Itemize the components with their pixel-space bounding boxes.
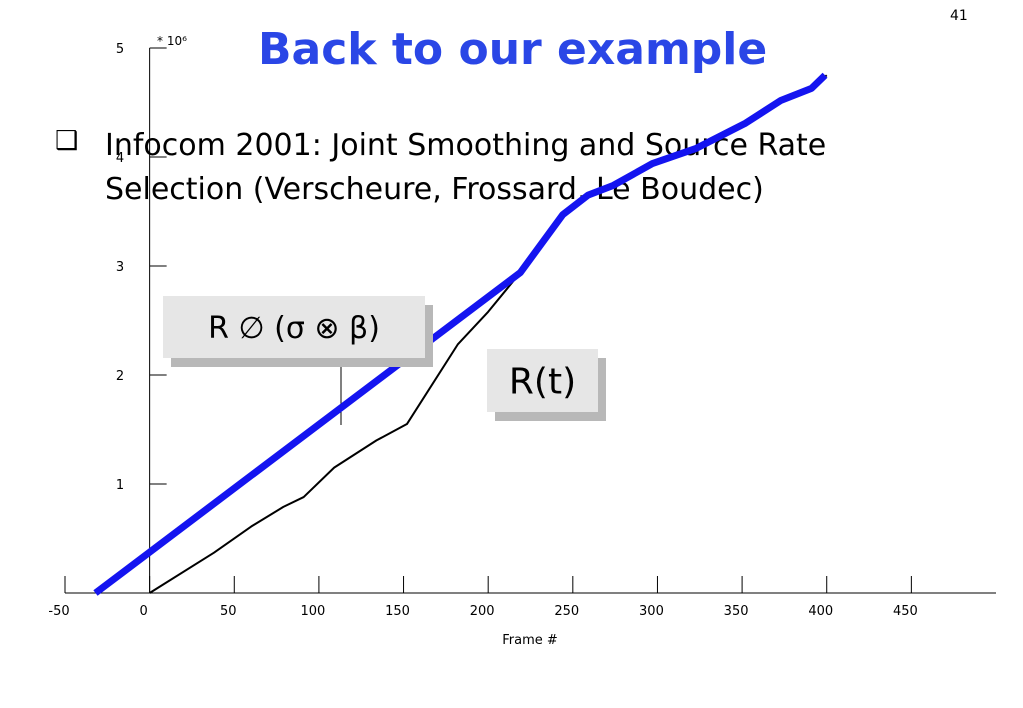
x-tick-label: -50: [48, 604, 69, 619]
slide-number: 41: [950, 8, 968, 24]
x-tick-label: 100: [300, 604, 325, 619]
x-tick-label: 300: [639, 604, 664, 619]
y-tick-label: 3: [116, 260, 124, 275]
x-tick-label: 200: [470, 604, 495, 619]
bullet-line: Selection (Verscheure, Frossard, Le Boud…: [105, 172, 764, 207]
x-tick-label: 250: [554, 604, 579, 619]
y-tick-label: 2: [116, 369, 124, 384]
slide-title: Back to our example: [258, 24, 768, 75]
x-axis-label: Frame #: [502, 633, 558, 648]
label-box: [163, 296, 425, 358]
y-tick-label: 4: [116, 151, 124, 166]
x-tick-label: 0: [139, 604, 147, 619]
y-tick-label: 5: [116, 42, 124, 57]
y-unit: * 10⁶: [157, 34, 187, 48]
x-tick-label: 150: [385, 604, 410, 619]
bullet-marker: ❑: [55, 126, 79, 156]
x-tick-label: 350: [724, 604, 749, 619]
series-label: R ∅ (σ ⊗ β): [208, 311, 380, 346]
x-tick-label: 450: [893, 604, 918, 619]
x-tick-label: 400: [808, 604, 833, 619]
y-tick-label: 1: [116, 478, 124, 493]
x-tick-label: 50: [220, 604, 237, 619]
series-label: R(t): [509, 361, 576, 402]
label-box: [487, 349, 598, 412]
series-line: [93, 72, 828, 596]
